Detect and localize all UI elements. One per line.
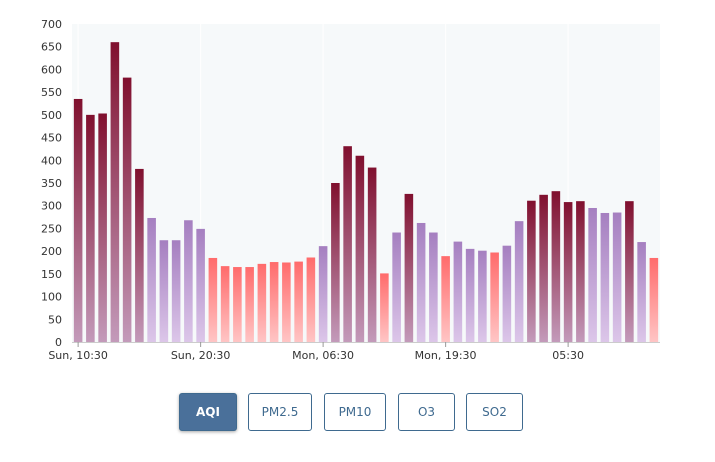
bar[interactable] [294, 261, 303, 342]
bar[interactable] [73, 98, 83, 342]
bar[interactable] [245, 267, 254, 342]
bar[interactable] [343, 146, 352, 342]
bar[interactable] [86, 114, 95, 342]
aqi-bar-chart: 0 50 100 150 200 250 300 350 400 450 500 550 600 650 7… [41, 18, 660, 362]
y-tick-label: 0 [55, 336, 62, 349]
y-axis: 0 50 100 150 200 250 300 350 400 450 500 550 600 650 7… [41, 18, 62, 349]
bar[interactable] [306, 257, 316, 342]
bar[interactable] [220, 266, 230, 342]
bar[interactable] [600, 212, 610, 342]
bars-group [73, 42, 659, 343]
bar[interactable] [159, 240, 169, 342]
tab-aqi[interactable]: AQI [179, 393, 237, 431]
bar[interactable] [257, 263, 267, 342]
bar[interactable] [98, 113, 107, 342]
bar[interactable] [576, 201, 585, 342]
bar[interactable] [453, 241, 463, 342]
bar[interactable] [527, 200, 536, 342]
y-tick-label: 450 [41, 132, 62, 145]
bar[interactable] [110, 42, 120, 343]
bar[interactable] [563, 202, 573, 342]
bar[interactable] [171, 240, 181, 342]
bar[interactable] [233, 267, 242, 342]
x-tick-label: Mon, 19:30 [415, 349, 477, 362]
bar[interactable] [637, 242, 646, 342]
bar[interactable] [612, 212, 622, 342]
y-tick-label: 100 [41, 291, 62, 304]
bar[interactable] [147, 217, 156, 342]
tab-o3[interactable]: O3 [398, 393, 455, 431]
y-tick-label: 700 [41, 18, 62, 31]
bar[interactable] [404, 193, 414, 342]
bar[interactable] [380, 273, 389, 342]
y-tick-label: 500 [41, 109, 62, 122]
bar[interactable] [208, 257, 218, 342]
bar[interactable] [490, 252, 499, 342]
y-tick-label: 600 [41, 63, 62, 76]
bar[interactable] [478, 250, 487, 342]
y-tick-label: 200 [41, 245, 62, 258]
y-tick-label: 650 [41, 41, 62, 54]
bar[interactable] [367, 167, 377, 342]
bar[interactable] [196, 228, 205, 342]
bar[interactable] [625, 201, 634, 342]
bar[interactable] [588, 207, 597, 342]
bar[interactable] [184, 220, 193, 342]
bar[interactable] [392, 232, 401, 342]
tab-pm10[interactable]: PM10 [324, 393, 386, 431]
tab-pm25[interactable]: PM2.5 [248, 393, 312, 431]
y-tick-label: 550 [41, 86, 62, 99]
y-tick-label: 150 [41, 268, 62, 281]
x-tick-label: Sun, 10:30 [48, 349, 108, 362]
y-tick-label: 350 [41, 177, 62, 190]
y-tick-label: 250 [41, 222, 62, 235]
bar[interactable] [355, 155, 365, 342]
x-tick-label: Sun, 20:30 [171, 349, 231, 362]
bar[interactable] [331, 183, 340, 342]
y-tick-label: 50 [48, 313, 62, 326]
bar[interactable] [539, 194, 548, 342]
bar[interactable] [441, 256, 450, 342]
x-tick-label: Mon, 06:30 [292, 349, 354, 362]
bar[interactable] [465, 248, 475, 342]
bar[interactable] [135, 168, 144, 342]
x-tick-label: 05:30 [552, 349, 584, 362]
bar[interactable] [502, 245, 512, 342]
bar[interactable] [318, 246, 328, 342]
bar[interactable] [649, 257, 659, 342]
plot-background [72, 24, 660, 342]
bar[interactable] [429, 232, 438, 342]
bar[interactable] [282, 262, 291, 343]
y-tick-label: 300 [41, 200, 62, 213]
bar[interactable] [514, 221, 524, 342]
bar[interactable] [416, 222, 426, 342]
tab-so2[interactable]: SO2 [466, 393, 523, 431]
x-axis: Sun, 10:30 Sun, 20:30 Mon, 06:30 Mon, 19:30… [48, 342, 660, 362]
bar[interactable] [122, 77, 132, 342]
bar[interactable] [269, 262, 279, 342]
bar[interactable] [551, 191, 561, 342]
y-tick-label: 400 [41, 154, 62, 167]
